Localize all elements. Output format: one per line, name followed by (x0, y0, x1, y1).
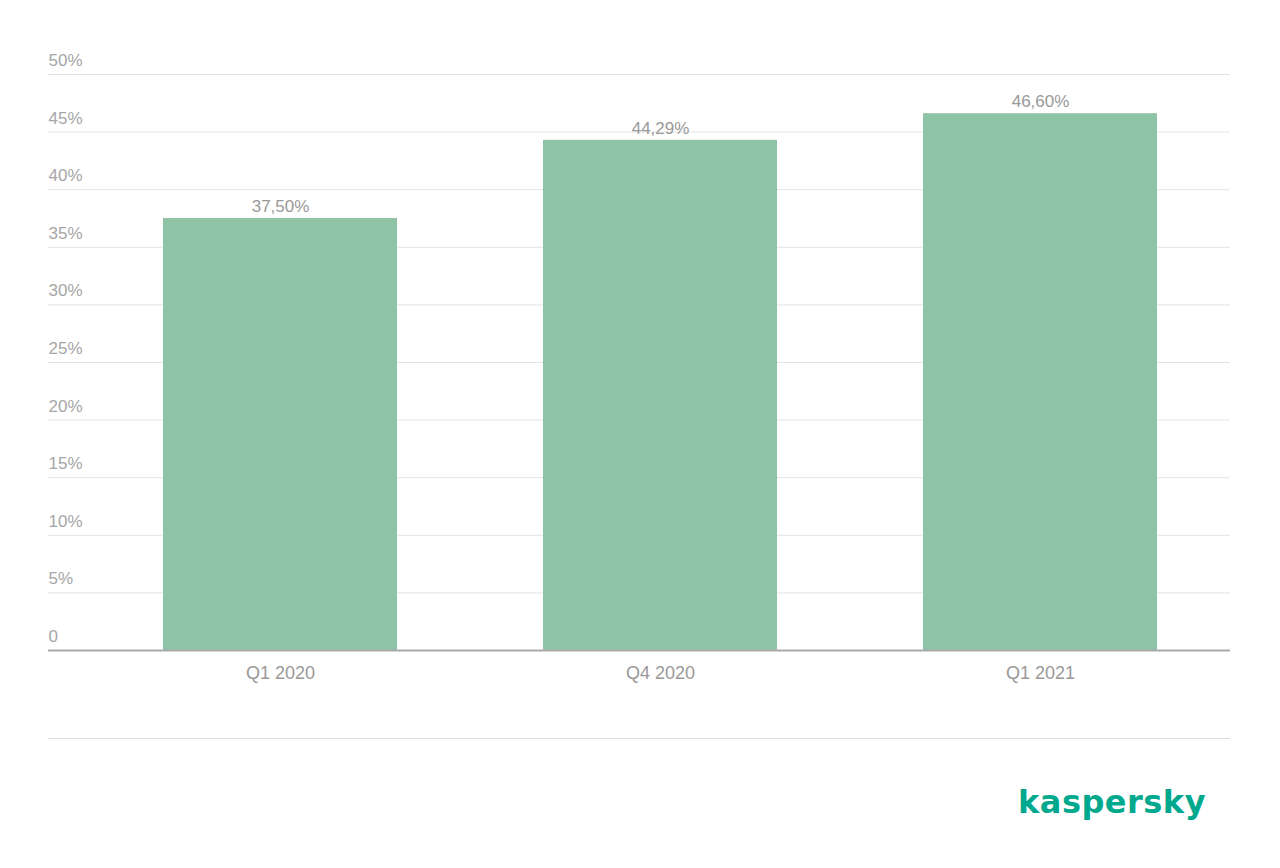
svg-text:25%: 25% (49, 339, 83, 358)
html-text:kaspersky: kaspersky (1018, 783, 1206, 821)
svg-text:10%: 10% (49, 512, 83, 531)
svg-text:5%: 5% (49, 569, 74, 588)
svg-text:35%: 35% (49, 224, 83, 243)
svg-text:30%: 30% (49, 281, 83, 300)
svg-text:20%: 20% (49, 397, 83, 416)
svg-text:15%: 15% (49, 454, 83, 473)
svg-text:44,29%: 44,29% (632, 119, 690, 138)
svg-text:Q4 2020: Q4 2020 (626, 663, 695, 683)
svg-text:Q1 2021: Q1 2021 (1006, 663, 1075, 683)
svg-text:45%: 45% (49, 109, 83, 128)
svg-text:37,50%: 37,50% (252, 197, 310, 216)
svg-text:0: 0 (49, 627, 58, 646)
svg-text:40%: 40% (49, 166, 83, 185)
svg-text:Q1 2020: Q1 2020 (246, 663, 315, 683)
svg-text:50%: 50% (49, 51, 83, 70)
svg-text:46,60%: 46,60% (1012, 92, 1070, 111)
